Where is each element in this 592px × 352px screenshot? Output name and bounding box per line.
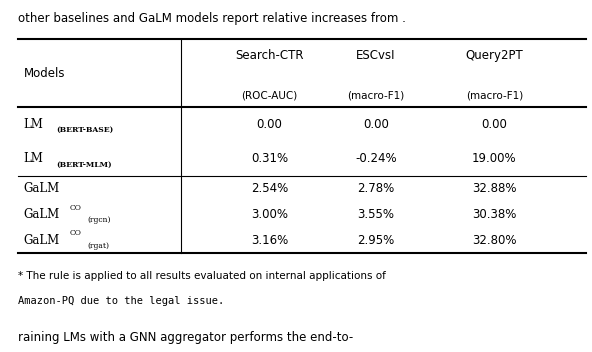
Text: (rgat): (rgat)	[88, 242, 110, 250]
Text: 3.55%: 3.55%	[358, 208, 394, 221]
Text: GaLM: GaLM	[24, 234, 60, 247]
Text: 0.31%: 0.31%	[251, 152, 288, 165]
Text: 30.38%: 30.38%	[472, 208, 516, 221]
Text: (macro-F1): (macro-F1)	[348, 90, 404, 100]
Text: 0.00: 0.00	[481, 118, 507, 131]
Text: Models: Models	[24, 67, 65, 80]
Text: 0.00: 0.00	[256, 118, 282, 131]
Text: 19.00%: 19.00%	[472, 152, 517, 165]
Text: Search-CTR: Search-CTR	[235, 49, 304, 62]
Text: GaLM: GaLM	[24, 208, 60, 221]
Text: (macro-F1): (macro-F1)	[466, 90, 523, 100]
Text: Query2PT: Query2PT	[465, 49, 523, 62]
Text: other baselines and GaLM models report relative increases from .: other baselines and GaLM models report r…	[18, 12, 406, 25]
Text: 2.95%: 2.95%	[358, 234, 394, 247]
Text: ESCvsI: ESCvsI	[356, 49, 395, 62]
Text: (BERT-MLM): (BERT-MLM)	[56, 161, 112, 169]
Text: 2.78%: 2.78%	[358, 182, 394, 195]
Text: GaLM: GaLM	[24, 182, 60, 195]
Text: (rgcn): (rgcn)	[88, 216, 111, 224]
Text: 3.16%: 3.16%	[251, 234, 288, 247]
Text: (ROC-AUC): (ROC-AUC)	[241, 90, 298, 100]
Text: 32.80%: 32.80%	[472, 234, 517, 247]
Text: CO: CO	[70, 230, 82, 238]
Text: LM: LM	[24, 118, 44, 131]
Text: 32.88%: 32.88%	[472, 182, 517, 195]
Text: 3.00%: 3.00%	[251, 208, 288, 221]
Text: raining LMs with a GNN aggregator performs the end-to-: raining LMs with a GNN aggregator perfor…	[18, 332, 353, 344]
Text: Amazon-PQ due to the legal issue.: Amazon-PQ due to the legal issue.	[18, 296, 224, 306]
Text: 0.00: 0.00	[363, 118, 389, 131]
Text: CO: CO	[70, 204, 82, 212]
Text: -0.24%: -0.24%	[355, 152, 397, 165]
Text: 2.54%: 2.54%	[251, 182, 288, 195]
Text: LM: LM	[24, 152, 44, 165]
Text: (BERT-BASE): (BERT-BASE)	[56, 126, 114, 134]
Text: * The rule is applied to all results evaluated on internal applications of: * The rule is applied to all results eva…	[18, 271, 385, 281]
